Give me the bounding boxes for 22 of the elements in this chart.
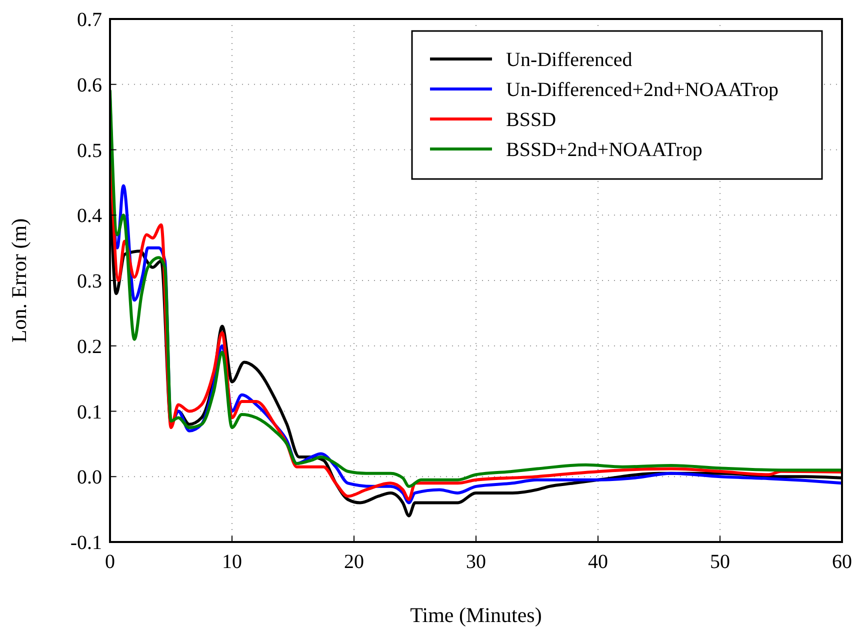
x-tick-label: 0 xyxy=(105,551,115,573)
x-tick-label: 60 xyxy=(832,551,852,573)
y-tick-label: 0.6 xyxy=(77,74,102,96)
y-tick-label: 0.3 xyxy=(77,270,102,292)
y-tick-label: -0.1 xyxy=(70,532,102,554)
y-tick-label: 0.4 xyxy=(77,205,102,228)
x-tick-label: 10 xyxy=(222,551,242,573)
y-tick-label: 0.5 xyxy=(77,140,102,162)
y-tick-label: 0.2 xyxy=(77,336,102,358)
legend-label: Un-Differenced xyxy=(506,49,632,71)
x-tick-label: 50 xyxy=(710,551,730,573)
y-tick-label: 0.1 xyxy=(77,401,102,424)
legend-label: Un-Differenced+2nd+NOAATrop xyxy=(506,79,779,101)
x-axis-title: Time (Minutes) xyxy=(410,603,542,627)
legend-label: BSSD xyxy=(506,109,556,131)
y-tick-label: 0.0 xyxy=(77,466,102,489)
x-tick-label: 40 xyxy=(588,551,608,573)
x-tick-label: 20 xyxy=(344,551,364,573)
y-tick-label: 0.7 xyxy=(77,9,102,31)
y-axis-title: Lon. Error (m) xyxy=(7,218,31,343)
x-tick-label: 30 xyxy=(466,551,486,573)
legend-label: BSSD+2nd+NOAATrop xyxy=(506,139,702,161)
